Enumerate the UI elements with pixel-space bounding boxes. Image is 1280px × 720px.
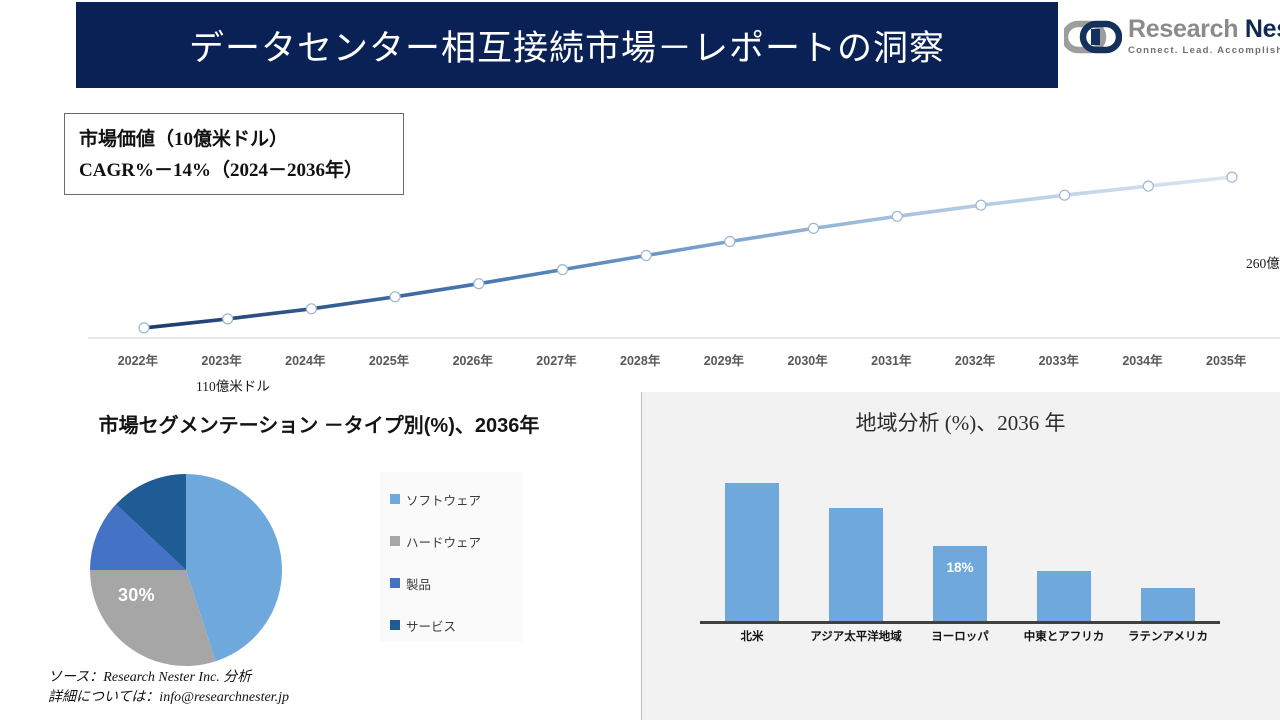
line-data-point (1142, 180, 1154, 192)
bar-category-label: アジア太平洋地域 (810, 631, 902, 643)
legend-swatch-icon (390, 578, 400, 588)
x-axis-tick-label: 2033年 (1038, 354, 1079, 368)
line-series-path (142, 175, 1234, 330)
bar-category-label: ラテンアメリカ (1128, 631, 1208, 643)
x-axis-tick-label: 2025年 (368, 354, 410, 368)
line-start-value-label: 110億米ドル (196, 379, 270, 394)
x-axis-tick-label: 2032年 (954, 354, 996, 368)
legend-item[interactable]: ソフトウェア (390, 478, 522, 520)
market-forecast-line-chart: 110億米ドル 260億米ドル (88, 120, 1280, 394)
header-banner: データセンター相互接続市場－レポートの洞察 (76, 2, 1058, 88)
bar-column (1116, 470, 1220, 622)
line-data-point (1226, 171, 1238, 183)
line-data-point (891, 210, 903, 222)
x-axis-tick-label: 2023年 (201, 354, 242, 368)
line-data-point (389, 291, 401, 303)
line-data-point (222, 313, 234, 325)
legend-swatch-icon (390, 494, 400, 504)
bar (1141, 588, 1195, 622)
line-data-point (1058, 189, 1071, 201)
bar-column: 18% (908, 470, 1012, 622)
line-data-point (807, 222, 820, 235)
line-data-point (640, 249, 652, 262)
bar-category-label: 北米 (740, 631, 764, 643)
bar-category-label: ヨーロッパ (931, 631, 989, 643)
regional-bar-chart: 18% (700, 470, 1220, 622)
segmentation-panel: 市場セグメンテーション －タイプ別(%)、2036年 30% ソフトウェア ハード… (0, 392, 638, 720)
segmentation-title: 市場セグメンテーション －タイプ別(%)、2036年 (98, 415, 540, 437)
x-axis-tick-label: 2031年 (871, 354, 912, 368)
legend-item-label: サービス (406, 619, 457, 634)
line-data-point (138, 322, 150, 334)
x-axis-tick-label: 2034年 (1122, 354, 1163, 368)
bar-column (804, 470, 908, 622)
x-axis-tick-label: 2030年 (787, 354, 828, 368)
market-value-line: 市場価値（10億米ドル） (79, 129, 289, 150)
legend-swatch-icon (390, 620, 400, 630)
x-axis-tick-label: 2035年 (1206, 354, 1247, 368)
legend-item-label: ソフトウェア (406, 493, 482, 508)
bar-column (1012, 470, 1116, 622)
line-data-point (975, 199, 987, 211)
source-note: ソース：Research Nester Inc. 分析 詳細については：info… (48, 668, 289, 708)
x-axis-tick-label: 2028年 (620, 354, 661, 368)
logo-name: Research Nester (1128, 14, 1280, 44)
legend-swatch-icon (390, 536, 400, 546)
bar-category-label: 中東とアフリカ (1023, 631, 1105, 643)
source-line-1: ソース：Research Nester Inc. 分析 (48, 670, 252, 685)
chain-link-icon (1061, 20, 1123, 54)
line-chart-x-axis: 2022年 2023年 2024年 2025年 2026年 2027年 2028年 2029年… (96, 350, 1268, 369)
pie-chart-svg (90, 474, 282, 666)
bar (1037, 571, 1091, 622)
logo-text: Research Nester Connect. Lead. Accomplis… (1128, 14, 1280, 56)
logo-tagline: Connect. Lead. Accomplish. (1128, 45, 1280, 56)
bar-column (700, 470, 804, 622)
market-value-callout: 市場価値（10億米ドル） CAGR%－14%（2024－2036年） (64, 113, 404, 195)
bar-chart-x-axis: 北米 アジア太平洋地域 ヨーロッパ 中東とアフリカ ラテンアメリカ (700, 628, 1220, 644)
line-chart-svg (88, 171, 1280, 339)
legend-item-label: ハードウェア (406, 535, 482, 550)
pie-slice (90, 570, 216, 666)
regional-analysis-panel: 地域分析 (%)、2036 年 18% 北米 アジア太平洋地域 ヨーロッパ 中東とアフ… (641, 392, 1280, 720)
page-title: データセンター相互接続市場－レポートの洞察 (188, 28, 945, 68)
line-end-value-label: 260億米ドル (1246, 256, 1280, 271)
legend-item-label: 製品 (406, 577, 432, 592)
legend-item[interactable]: 製品 (390, 562, 522, 604)
pie-slice (116, 474, 186, 570)
line-data-point (305, 303, 317, 315)
brand-logo: Research Nester Connect. Lead. Accomplis… (1061, 14, 1280, 66)
line-data-point (724, 235, 736, 248)
line-data-point (473, 278, 485, 290)
bar: 18% (933, 546, 987, 622)
x-axis-tick-label: 2024年 (285, 354, 326, 368)
segmentation-pie-chart (88, 472, 284, 668)
source-line-2: 詳細については：info@researchnester.jp (48, 690, 289, 705)
bar (829, 508, 883, 622)
legend-item[interactable]: ハードウェア (390, 520, 522, 562)
bar-chart-axis (700, 621, 1220, 624)
pie-slice (186, 474, 282, 662)
logo-word-nester: Nester (1244, 15, 1280, 43)
x-axis-tick-label: 2026年 (452, 354, 493, 368)
bar-value-label: 18% (946, 560, 974, 575)
regional-analysis-title: 地域分析 (%)、2036 年 (855, 411, 1066, 435)
pie-slice-value-label: 30% (118, 585, 155, 605)
legend-item[interactable]: サービス (390, 604, 522, 646)
x-axis-tick-label: 2029年 (703, 354, 745, 368)
cagr-line: CAGR%－14%（2024－2036年） (79, 160, 363, 181)
bar (725, 482, 779, 622)
line-data-point (556, 264, 569, 276)
segmentation-legend: ソフトウェア ハードウェア 製品サービス (380, 472, 522, 642)
pie-slice (90, 504, 186, 570)
line-series-markers (138, 171, 1238, 334)
x-axis-tick-label: 2027年 (536, 354, 577, 368)
logo-word-research: Research (1128, 15, 1239, 43)
x-axis-tick-label: 2022年 (117, 354, 159, 368)
